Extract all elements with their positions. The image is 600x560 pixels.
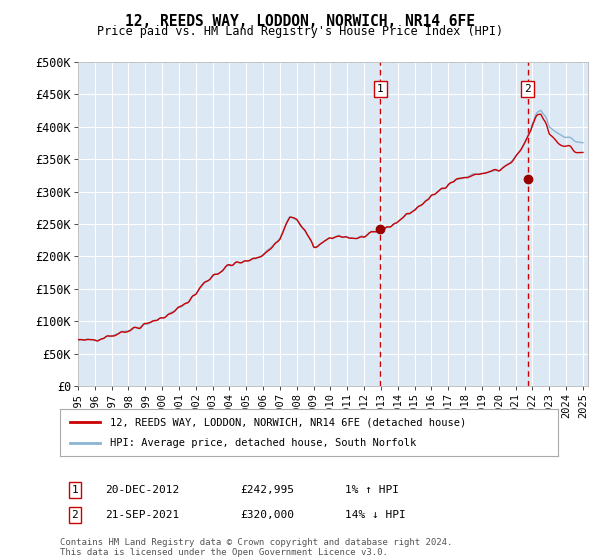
Text: £242,995: £242,995 — [240, 485, 294, 495]
Text: 12, REEDS WAY, LODDON, NORWICH, NR14 6FE: 12, REEDS WAY, LODDON, NORWICH, NR14 6FE — [125, 14, 475, 29]
Text: 1: 1 — [377, 84, 384, 94]
Text: 1: 1 — [71, 485, 79, 495]
Text: 1% ↑ HPI: 1% ↑ HPI — [345, 485, 399, 495]
Text: 21-SEP-2021: 21-SEP-2021 — [105, 510, 179, 520]
Text: HPI: Average price, detached house, South Norfolk: HPI: Average price, detached house, Sout… — [110, 438, 416, 448]
Text: £320,000: £320,000 — [240, 510, 294, 520]
Text: 14% ↓ HPI: 14% ↓ HPI — [345, 510, 406, 520]
Text: 20-DEC-2012: 20-DEC-2012 — [105, 485, 179, 495]
Text: 2: 2 — [71, 510, 79, 520]
Text: Price paid vs. HM Land Registry's House Price Index (HPI): Price paid vs. HM Land Registry's House … — [97, 25, 503, 38]
Text: 12, REEDS WAY, LODDON, NORWICH, NR14 6FE (detached house): 12, REEDS WAY, LODDON, NORWICH, NR14 6FE… — [110, 417, 466, 427]
Text: 2: 2 — [524, 84, 531, 94]
Text: Contains HM Land Registry data © Crown copyright and database right 2024.
This d: Contains HM Land Registry data © Crown c… — [60, 538, 452, 557]
